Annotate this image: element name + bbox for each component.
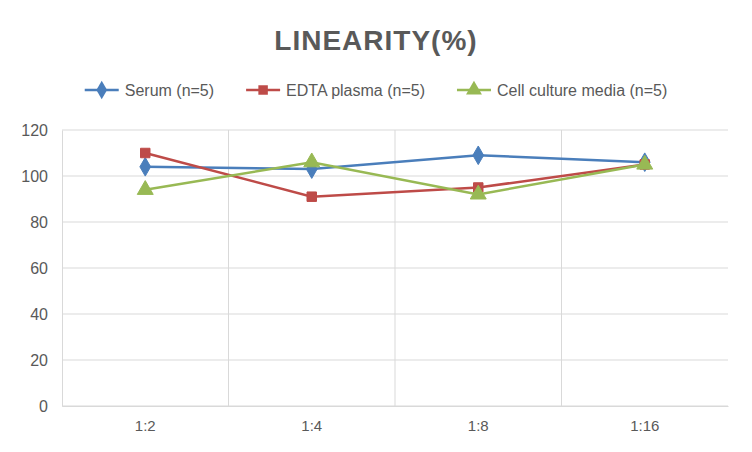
- title: LINEARITY(%): [274, 25, 477, 56]
- background: [0, 0, 752, 452]
- legend-marker: [466, 81, 482, 95]
- y-tick: 80: [30, 214, 62, 231]
- series-markers: [141, 148, 650, 201]
- y-tick-label: 20: [30, 352, 48, 369]
- x-tick-label: 1:8: [468, 417, 489, 434]
- y-axis-line: [62, 131, 63, 407]
- x-tick: 1:8: [468, 406, 489, 434]
- category-separator: [561, 130, 562, 406]
- x-tick-label: 1:4: [301, 417, 322, 434]
- series-line: [145, 155, 645, 169]
- series-line: [145, 162, 645, 194]
- y-tick: 0: [39, 398, 62, 415]
- legend-label: Serum (n=5): [125, 82, 214, 99]
- legend-marker: [96, 81, 107, 100]
- legend-label: EDTA plasma (n=5): [286, 82, 425, 99]
- legend-item: Cell culture media (n=5): [457, 81, 667, 99]
- y-tick: 40: [30, 306, 62, 323]
- y-axis: 0 20 40 60 80 100 120: [21, 122, 62, 415]
- x-tick-label: 1:16: [630, 417, 659, 434]
- y-tick: 120: [21, 122, 62, 139]
- marker: [137, 181, 153, 195]
- marker: [140, 157, 151, 176]
- y-tick: 100: [21, 168, 62, 185]
- legend-label: Cell culture media (n=5): [497, 82, 667, 99]
- x-tick: 1:2: [135, 406, 156, 434]
- legend-marker: [258, 85, 267, 94]
- marker: [304, 153, 320, 167]
- y-tick-label: 40: [30, 306, 48, 323]
- legend-item: Serum (n=5): [85, 81, 214, 100]
- y-tick-label: 120: [21, 122, 48, 139]
- x-tick: 1:4: [301, 406, 322, 434]
- y-tick-label: 60: [30, 260, 48, 277]
- y-tick-label: 100: [21, 168, 48, 185]
- y-tick-label: 80: [30, 214, 48, 231]
- y-tick-label: 0: [39, 398, 48, 415]
- marker: [307, 192, 316, 201]
- x-tick: 1:16: [630, 406, 659, 434]
- category-separators: [229, 130, 562, 406]
- y-tick: 20: [30, 352, 62, 369]
- marker: [141, 148, 150, 157]
- y-tick: 60: [30, 260, 62, 277]
- marker: [473, 146, 484, 165]
- x-tick-label: 1:2: [135, 417, 156, 434]
- legend-item: EDTA plasma (n=5): [246, 82, 425, 99]
- category-separator: [395, 130, 396, 406]
- series-markers: [137, 153, 652, 199]
- grid: [62, 130, 728, 406]
- marks: [137, 146, 652, 201]
- series-line: [145, 153, 645, 197]
- x-axis-line: [63, 406, 729, 407]
- marker: [637, 155, 653, 169]
- legend: Serum (n=5) EDTA plasma (n=5) Cell culture…: [85, 81, 668, 100]
- x-axis: 1:2 1:4 1:8 1:16: [63, 406, 729, 434]
- chart: LINEARITY(%) 0 20 40 60 80 100 120 1:2 1:4 1:8 1:16…: [0, 0, 752, 452]
- category-separator: [228, 130, 229, 406]
- plot: 0 20 40 60 80 100 120 1:2 1:4 1:8 1:16: [21, 122, 728, 434]
- marker: [470, 185, 486, 199]
